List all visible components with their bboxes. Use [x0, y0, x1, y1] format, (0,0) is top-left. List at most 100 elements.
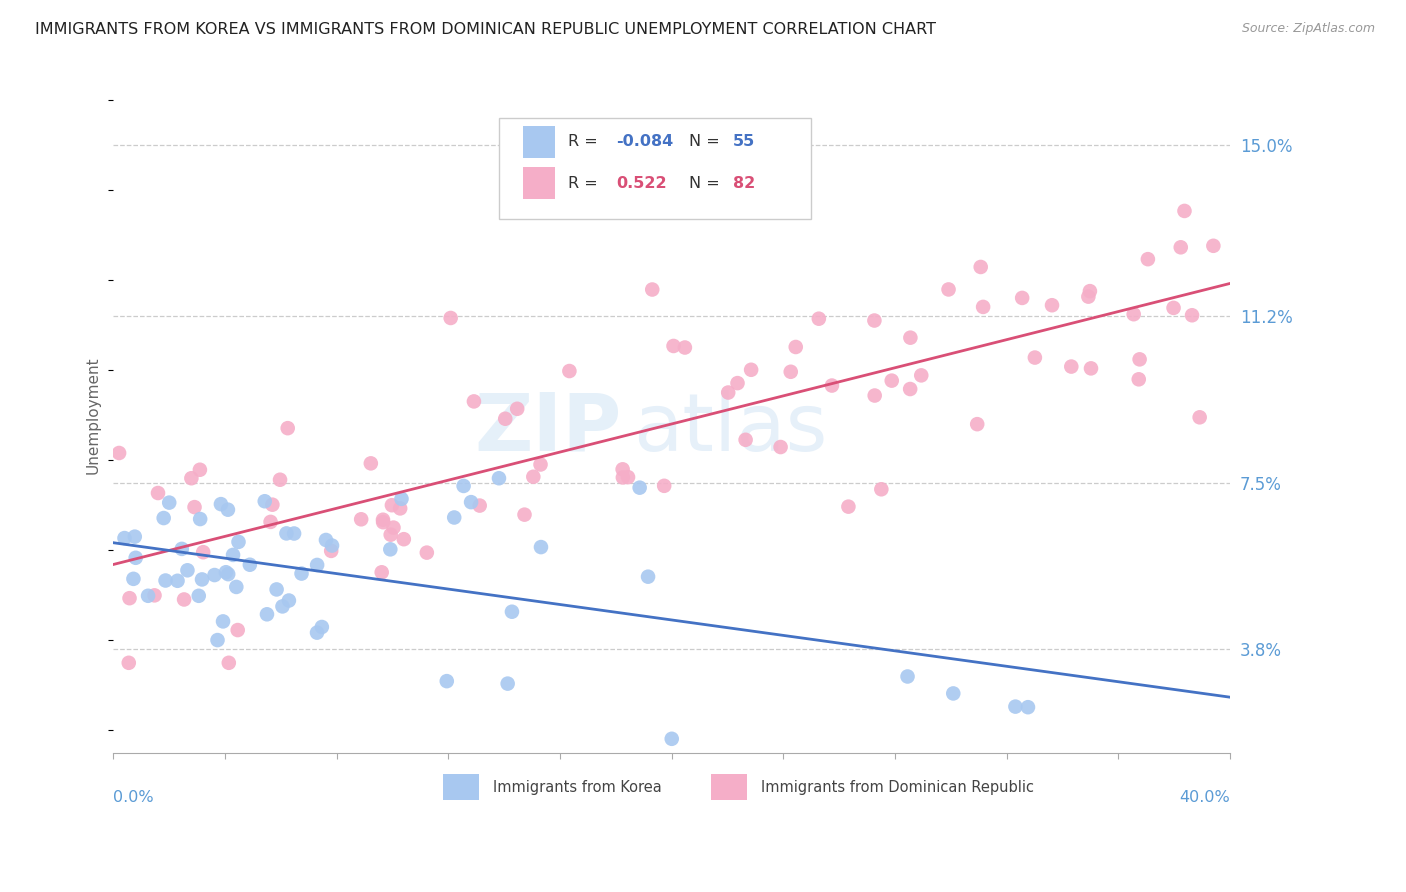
FancyBboxPatch shape [523, 126, 554, 158]
Point [305, 625, 328, 640]
Text: atlas: atlas [633, 390, 827, 467]
Point [204, 568, 226, 582]
Point [900, 331, 922, 345]
Point [391, 491, 413, 506]
Point [271, 599, 294, 614]
Point [321, 544, 343, 558]
Text: N =: N = [689, 176, 724, 191]
Point [837, 500, 859, 514]
Point [910, 368, 932, 383]
Point [530, 540, 553, 554]
Point [146, 486, 169, 500]
Point [641, 283, 664, 297]
Point [207, 633, 229, 648]
Point [938, 282, 960, 296]
Point [673, 341, 696, 355]
Point [114, 531, 136, 545]
Text: ZIP: ZIP [474, 390, 621, 467]
Point [122, 572, 145, 586]
Point [1173, 203, 1195, 218]
Point [494, 411, 516, 425]
Point [389, 501, 412, 516]
Point [183, 500, 205, 515]
Point [463, 394, 485, 409]
Point [259, 515, 281, 529]
Point [276, 526, 298, 541]
Point [970, 260, 993, 274]
Point [392, 532, 415, 546]
Point [863, 313, 886, 327]
Point [315, 533, 337, 547]
Point [382, 520, 405, 534]
Point [360, 456, 382, 470]
FancyBboxPatch shape [443, 774, 478, 800]
Point [228, 535, 250, 549]
Text: 55: 55 [733, 135, 755, 149]
Point [187, 589, 209, 603]
Point [896, 669, 918, 683]
Y-axis label: Unemployment: Unemployment [86, 356, 100, 474]
Point [1078, 284, 1101, 298]
Text: Immigrants from Korea: Immigrants from Korea [494, 780, 662, 795]
Point [166, 574, 188, 588]
Point [612, 470, 634, 484]
Point [501, 605, 523, 619]
Point [1040, 298, 1063, 312]
Point [371, 513, 394, 527]
Point [443, 510, 465, 524]
Text: Source: ZipAtlas.com: Source: ZipAtlas.com [1241, 22, 1375, 36]
Point [176, 563, 198, 577]
Point [143, 588, 166, 602]
Point [1024, 351, 1046, 365]
Point [440, 310, 463, 325]
Point [1128, 372, 1150, 386]
Point [380, 527, 402, 541]
Point [522, 469, 544, 483]
Point [239, 558, 262, 572]
Text: R =: R = [568, 135, 603, 149]
Point [612, 462, 634, 476]
Text: Immigrants from Dominican Republic: Immigrants from Dominican Republic [761, 780, 1035, 795]
Point [157, 495, 180, 509]
Point [277, 421, 299, 435]
Point [321, 539, 343, 553]
Point [191, 573, 214, 587]
Text: 0.522: 0.522 [616, 176, 666, 191]
FancyBboxPatch shape [711, 774, 747, 800]
Point [311, 620, 333, 634]
Point [661, 731, 683, 746]
Point [942, 686, 965, 700]
Point [215, 566, 238, 580]
Point [225, 580, 247, 594]
Point [266, 582, 288, 597]
Point [124, 530, 146, 544]
Point [350, 512, 373, 526]
Point [152, 511, 174, 525]
Point [717, 385, 740, 400]
Point [217, 567, 239, 582]
Point [380, 542, 402, 557]
Point [637, 570, 659, 584]
Point [226, 623, 249, 637]
Point [188, 512, 211, 526]
Point [1004, 699, 1026, 714]
Point [972, 300, 994, 314]
Point [496, 676, 519, 690]
Point [1136, 252, 1159, 267]
Point [898, 382, 921, 396]
Point [662, 339, 685, 353]
Point [283, 526, 305, 541]
Point [1129, 352, 1152, 367]
Text: 0.0%: 0.0% [114, 790, 155, 805]
FancyBboxPatch shape [499, 118, 811, 219]
Text: 82: 82 [733, 176, 755, 191]
Text: IMMIGRANTS FROM KOREA VS IMMIGRANTS FROM DOMINICAN REPUBLIC UNEMPLOYMENT CORRELA: IMMIGRANTS FROM KOREA VS IMMIGRANTS FROM… [35, 22, 936, 37]
Point [217, 502, 239, 516]
Point [652, 479, 675, 493]
Point [1202, 239, 1225, 253]
Point [453, 479, 475, 493]
Point [155, 574, 177, 588]
Point [256, 607, 278, 622]
Point [966, 417, 988, 432]
Point [218, 656, 240, 670]
